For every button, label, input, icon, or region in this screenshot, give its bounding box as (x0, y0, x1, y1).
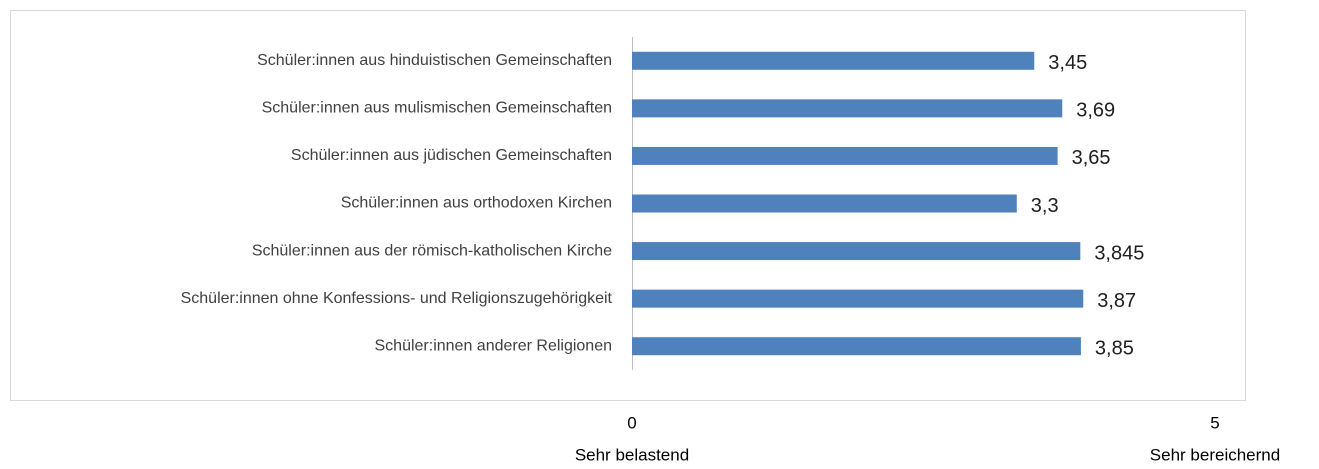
bar (632, 99, 1063, 118)
x-tick-label: 5 (1210, 413, 1219, 432)
bar (632, 337, 1081, 356)
data-label: 3,85 (1095, 337, 1134, 359)
bar (632, 242, 1081, 261)
plot-frame (10, 10, 1246, 401)
data-label: 3,45 (1048, 52, 1087, 74)
bar (632, 146, 1058, 165)
bar (632, 51, 1035, 70)
x-tick-label: 0 (627, 413, 636, 432)
bar (632, 194, 1017, 213)
y-tick-label: Schüler:innen aus jüdischen Gemeinschaft… (291, 147, 612, 164)
x-tick-caption: Sehr belastend (575, 445, 689, 464)
bar (632, 289, 1084, 308)
data-label: 3,65 (1072, 147, 1111, 169)
data-label: 3,3 (1031, 195, 1059, 217)
y-tick-label: Schüler:innen aus hinduistischen Gemeins… (257, 52, 612, 69)
data-label: 3,69 (1076, 100, 1115, 122)
y-tick-label: Schüler:innen aus mulismischen Gemeinsch… (262, 100, 612, 117)
data-label: 3,845 (1094, 242, 1144, 264)
y-tick-label: Schüler:innen anderer Religionen (375, 337, 613, 354)
y-tick-label: Schüler:innen ohne Konfessions- und Reli… (181, 290, 613, 307)
x-tick-caption: Sehr bereichernd (1150, 445, 1280, 464)
y-tick-label: Schüler:innen aus der römisch-katholisch… (252, 242, 612, 259)
y-tick-label: Schüler:innen aus orthodoxen Kirchen (341, 195, 612, 212)
data-label: 3,87 (1097, 290, 1136, 312)
